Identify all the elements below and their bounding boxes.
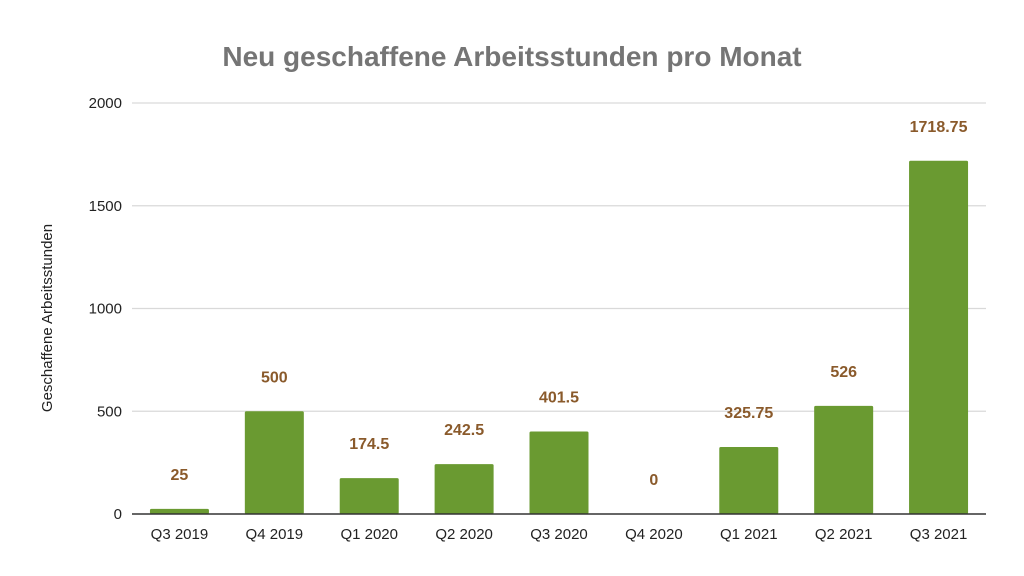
data-labels: 25 500 174.5 242.5 401.5 0 325.75 526 1718.75 xyxy=(171,119,968,489)
data-label: 25 xyxy=(171,467,189,484)
chart-title: Neu geschaffene Arbeitsstunden pro Monat xyxy=(222,41,801,72)
x-tick-label: Q2 2021 xyxy=(815,526,873,543)
data-label: 325.75 xyxy=(724,405,773,422)
x-tick-label: Q2 2020 xyxy=(435,526,493,543)
gridlines xyxy=(132,102,986,412)
data-label: 242.5 xyxy=(444,422,484,439)
x-tick-label: Q3 2020 xyxy=(530,526,588,543)
x-tick-label: Q3 2019 xyxy=(151,526,209,543)
data-label: 174.5 xyxy=(349,436,389,453)
bar xyxy=(909,160,969,514)
x-tick-label: Q1 2021 xyxy=(720,526,778,543)
bar xyxy=(339,478,399,514)
bars xyxy=(149,160,969,514)
y-axis-ticks: 0 500 1000 1500 2000 xyxy=(89,95,122,523)
y-tick-label: 1000 xyxy=(89,301,122,318)
y-axis-label: Geschaffene Arbeitsstunden xyxy=(39,224,56,412)
data-label: 0 xyxy=(649,472,658,489)
data-label: 401.5 xyxy=(539,389,579,406)
x-tick-label: Q3 2021 xyxy=(910,526,968,543)
y-tick-label: 2000 xyxy=(89,95,122,112)
bar xyxy=(244,411,304,514)
x-tick-label: Q1 2020 xyxy=(340,526,398,543)
x-tick-label: Q4 2019 xyxy=(246,526,304,543)
y-tick-label: 1500 xyxy=(89,198,122,215)
x-tick-label: Q4 2020 xyxy=(625,526,683,543)
y-tick-label: 0 xyxy=(114,506,122,523)
bar xyxy=(814,405,874,514)
bar xyxy=(149,508,209,514)
bar xyxy=(434,464,494,514)
data-label: 1718.75 xyxy=(910,119,968,136)
x-axis-ticks: Q3 2019 Q4 2019 Q1 2020 Q2 2020 Q3 2020 Q4 20… xyxy=(151,526,968,543)
data-label: 500 xyxy=(261,369,288,386)
bar xyxy=(529,431,589,514)
data-label: 526 xyxy=(830,364,857,381)
bar xyxy=(719,447,779,514)
y-tick-label: 500 xyxy=(97,403,122,420)
